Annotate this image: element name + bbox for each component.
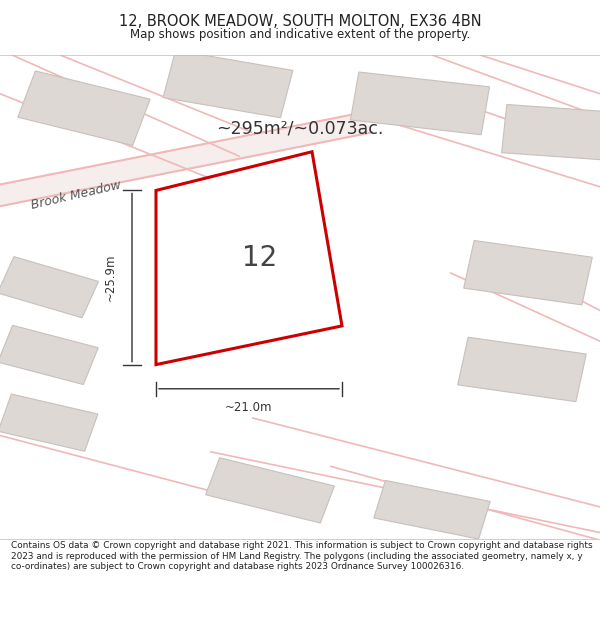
Text: ~295m²/~0.073ac.: ~295m²/~0.073ac. bbox=[217, 119, 383, 138]
Polygon shape bbox=[374, 481, 490, 539]
Polygon shape bbox=[350, 72, 490, 135]
Polygon shape bbox=[464, 241, 592, 305]
Polygon shape bbox=[206, 458, 334, 523]
Text: ~25.9m: ~25.9m bbox=[104, 254, 117, 301]
Polygon shape bbox=[0, 394, 98, 451]
Polygon shape bbox=[0, 257, 98, 318]
Text: Contains OS data © Crown copyright and database right 2021. This information is : Contains OS data © Crown copyright and d… bbox=[11, 541, 592, 571]
Text: Brook Meadow: Brook Meadow bbox=[30, 179, 122, 212]
Text: ~21.0m: ~21.0m bbox=[225, 401, 273, 414]
Text: Map shows position and indicative extent of the property.: Map shows position and indicative extent… bbox=[130, 28, 470, 41]
Polygon shape bbox=[458, 338, 586, 402]
Polygon shape bbox=[18, 71, 150, 146]
Polygon shape bbox=[0, 325, 98, 384]
Polygon shape bbox=[163, 50, 293, 118]
Polygon shape bbox=[156, 152, 342, 364]
Text: 12: 12 bbox=[242, 244, 277, 272]
Polygon shape bbox=[502, 104, 600, 160]
Polygon shape bbox=[0, 113, 372, 210]
Text: 12, BROOK MEADOW, SOUTH MOLTON, EX36 4BN: 12, BROOK MEADOW, SOUTH MOLTON, EX36 4BN bbox=[119, 14, 481, 29]
